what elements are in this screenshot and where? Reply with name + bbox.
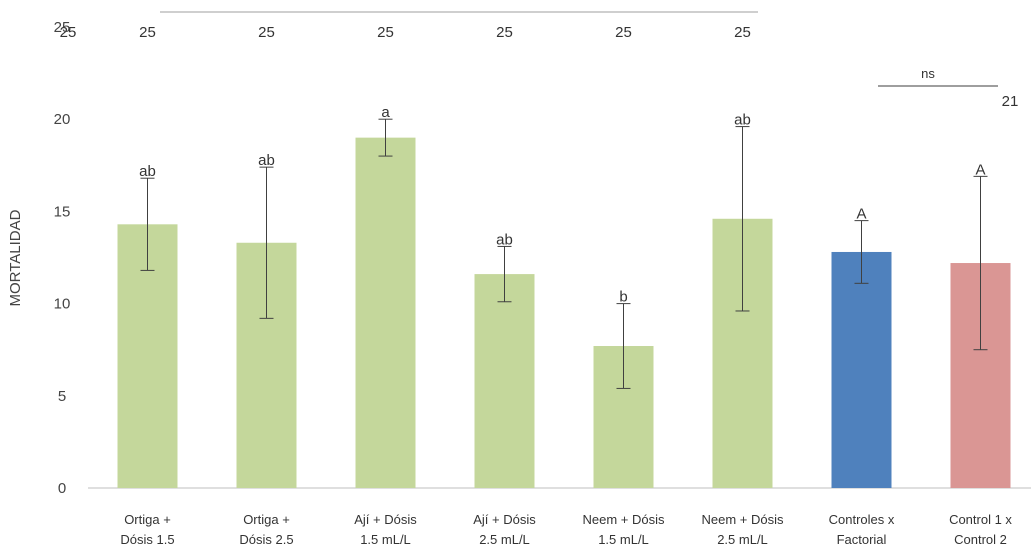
top-label: 25 xyxy=(496,24,513,41)
significance-label: ab xyxy=(496,231,513,248)
x-tick-label: Ají + Dósis xyxy=(473,512,536,527)
x-tick-label: Control 1 x xyxy=(949,512,1012,527)
x-tick-label: 2.5 mL/L xyxy=(479,532,530,547)
x-tick-label: Ají + Dósis xyxy=(354,512,417,527)
ns-value: 21 xyxy=(1002,93,1019,110)
bar xyxy=(474,274,535,488)
x-tick-label: Ortiga + xyxy=(124,512,171,527)
x-tick-label: 2.5 mL/L xyxy=(717,532,768,547)
x-tick-label: 1.5 mL/L xyxy=(360,532,411,547)
top-label: 25 xyxy=(615,24,632,41)
x-tick-label: Factorial xyxy=(837,532,887,547)
y-tick-label: 5 xyxy=(58,388,66,405)
significance-label: a xyxy=(381,104,390,121)
bar xyxy=(831,251,892,488)
significance-label: A xyxy=(975,161,985,178)
x-tick-label: Neem + Dósis xyxy=(583,512,665,527)
x-tick-label: Control 2 xyxy=(954,532,1007,547)
bar xyxy=(355,137,416,488)
top-label: 25 xyxy=(734,24,751,41)
top-left-label: 25 xyxy=(60,24,77,41)
y-tick-label: 20 xyxy=(54,111,71,128)
top-label: 25 xyxy=(139,24,156,41)
y-tick-label: 15 xyxy=(54,203,71,220)
significance-label: ab xyxy=(258,152,275,169)
y-tick-label: 0 xyxy=(58,480,66,497)
top-label: 25 xyxy=(377,24,394,41)
x-tick-label: Dósis 2.5 xyxy=(239,532,293,547)
x-tick-label: Dósis 1.5 xyxy=(120,532,174,547)
significance-label: ab xyxy=(734,112,751,129)
y-axis-label: MORTALIDAD xyxy=(7,209,24,306)
significance-label: ab xyxy=(139,163,156,180)
top-label: 25 xyxy=(258,24,275,41)
significance-label: A xyxy=(856,206,866,223)
x-tick-label: Neem + Dósis xyxy=(702,512,784,527)
significance-label: b xyxy=(619,289,627,306)
ns-label: ns xyxy=(921,66,935,81)
x-tick-label: 1.5 mL/L xyxy=(598,532,649,547)
y-tick-label: 10 xyxy=(54,296,71,313)
x-tick-label: Ortiga + xyxy=(243,512,290,527)
y-tick-label: 25 xyxy=(54,19,71,36)
x-tick-label: Controles x xyxy=(829,512,895,527)
